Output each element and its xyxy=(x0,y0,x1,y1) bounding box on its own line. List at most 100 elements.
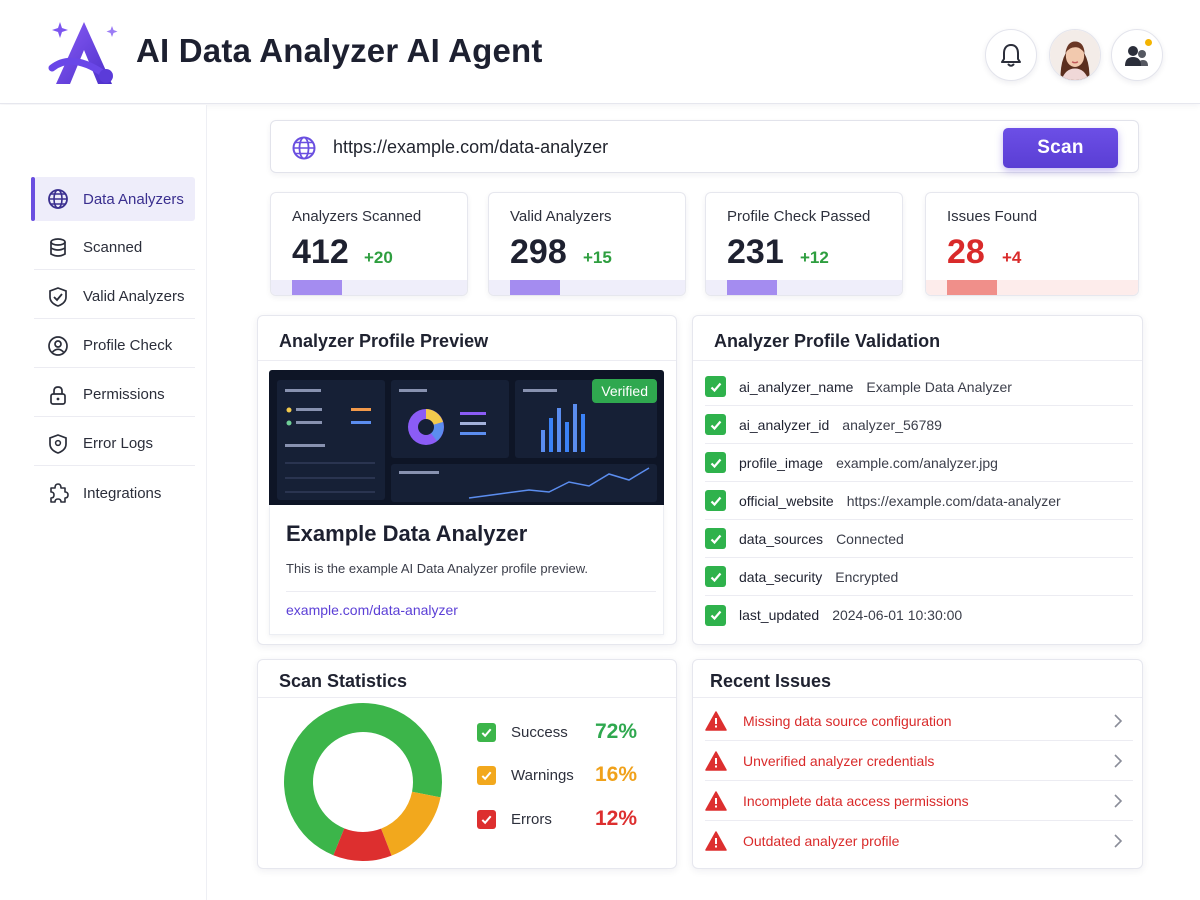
sidebar-item-profile-check[interactable]: Profile Check xyxy=(34,324,195,368)
check-icon xyxy=(705,376,726,397)
check-icon xyxy=(477,765,496,785)
sidebar-item-error-logs[interactable]: Error Logs xyxy=(34,422,195,466)
issue-item[interactable]: Incomplete data access permissions xyxy=(705,781,1133,821)
donut-slice-errors xyxy=(333,828,392,861)
sidebar-item-label: Permissions xyxy=(83,386,165,403)
panel-title: Analyzer Profile Preview xyxy=(279,331,489,351)
agent-icon xyxy=(1125,46,1148,66)
analyzer-name: Example Data Analyzer xyxy=(286,521,528,546)
panel-title: Analyzer Profile Validation xyxy=(714,331,941,351)
chevron-right-icon[interactable] xyxy=(1113,834,1123,848)
field-key: official_website xyxy=(739,492,834,509)
warning-icon xyxy=(705,710,727,731)
stat-delta: +4 xyxy=(1002,248,1022,267)
panel-title: Scan Statistics xyxy=(279,671,408,691)
globe-icon xyxy=(47,188,69,210)
sidebar-item-scanned[interactable]: Scanned xyxy=(34,226,195,270)
dashboard-thumbnail-graphic xyxy=(277,380,657,502)
dashboard-thumbnail: Verified xyxy=(269,370,664,505)
validation-row: profile_image example.com/analyzer.jpg xyxy=(705,444,1133,482)
check-icon xyxy=(477,722,496,742)
chevron-right-icon[interactable] xyxy=(1113,713,1123,728)
url-bar: Scan xyxy=(270,120,1139,173)
chevron-right-icon[interactable] xyxy=(1113,753,1123,768)
issue-item[interactable]: Outdated analyzer profile xyxy=(705,821,1133,861)
field-value: Example Data Analyzer xyxy=(866,378,1012,395)
warning-icon xyxy=(705,750,727,771)
donut-slice-success xyxy=(284,703,442,856)
globe-icon xyxy=(292,136,316,160)
field-value: analyzer_56789 xyxy=(842,416,942,433)
sidebar-item-permissions[interactable]: Permissions xyxy=(34,373,195,417)
sidebar-item-label: Error Logs xyxy=(83,435,154,452)
database-icon xyxy=(47,237,69,259)
sidebar-item-valid-analyzers[interactable]: Valid Analyzers xyxy=(34,275,195,319)
stat-delta: +15 xyxy=(583,248,612,267)
stat-bar-fill xyxy=(727,280,777,295)
stat-value: 231 xyxy=(727,233,784,271)
user-avatar[interactable] xyxy=(1049,29,1101,81)
stat-value: 298 xyxy=(510,233,567,271)
field-key: data_security xyxy=(739,568,823,585)
legend-label: Warnings xyxy=(511,766,574,784)
scan-button[interactable]: Scan xyxy=(1003,128,1118,168)
validation-row: ai_analyzer_name Example Data Analyzer xyxy=(705,368,1133,406)
warning-icon xyxy=(705,790,727,811)
issue-item[interactable]: Missing data source configuration xyxy=(705,701,1133,741)
stat-label: Profile Check Passed xyxy=(727,208,871,225)
chevron-right-icon[interactable] xyxy=(1113,793,1123,808)
sidebar-item-data-analyzers[interactable]: Data Analyzers xyxy=(31,177,195,221)
field-value: https://example.com/data-analyzer xyxy=(846,492,1061,509)
stat-bar-fill xyxy=(947,280,997,295)
sidebar-item-label: Valid Analyzers xyxy=(83,288,185,305)
stat-label: Issues Found xyxy=(947,208,1038,225)
issue-text: Unverified analyzer credentials xyxy=(743,752,935,769)
check-icon xyxy=(705,490,726,511)
analyzer-link[interactable]: example.com/data-analyzer xyxy=(286,602,458,618)
verified-badge: Verified xyxy=(592,379,657,403)
divider xyxy=(286,591,656,592)
sidebar-item-label: Data Analyzers xyxy=(83,190,184,208)
user-circle-icon xyxy=(47,335,69,357)
stat-value: 28 xyxy=(947,233,985,271)
donut-slice-warnings xyxy=(381,791,441,856)
stat-delta: +20 xyxy=(364,248,393,267)
stat-bar-fill xyxy=(292,280,342,295)
profile-validation-panel: Analyzer Profile Validation ai_analyzer_… xyxy=(692,315,1143,645)
field-value: example.com/analyzer.jpg xyxy=(836,454,998,471)
analyzer-description: This is the example AI Data Analyzer pro… xyxy=(286,561,589,576)
legend-item-warnings: Warnings 16% xyxy=(477,763,637,787)
recent-issues-panel: Recent Issues Missing data source config… xyxy=(692,659,1143,869)
validation-row: data_security Encrypted xyxy=(705,558,1133,596)
validation-row: data_sources Connected xyxy=(705,520,1133,558)
app-title: AI Data Analyzer AI Agent xyxy=(136,32,543,69)
stat-bar xyxy=(706,280,902,295)
field-key: data_sources xyxy=(739,530,824,547)
sidebar-item-label: Integrations xyxy=(83,484,162,502)
agent-status-button[interactable] xyxy=(1111,29,1163,81)
legend-item-success: Success 72% xyxy=(477,720,637,744)
avatar-image xyxy=(1050,30,1100,80)
field-value: 2024-06-01 10:30:00 xyxy=(832,607,963,623)
check-icon xyxy=(705,604,726,626)
issue-text: Missing data source configuration xyxy=(743,712,952,729)
divider xyxy=(258,697,676,698)
stat-bar-fill xyxy=(510,280,560,295)
preview-card-body: Example Data Analyzer This is the exampl… xyxy=(269,505,664,635)
issue-item[interactable]: Unverified analyzer credentials xyxy=(705,741,1133,781)
field-value: Connected xyxy=(836,530,904,547)
scan-statistics-panel: Scan Statistics Success 72% Warnings 16%… xyxy=(257,659,677,869)
sidebar-item-integrations[interactable]: Integrations xyxy=(34,471,195,515)
url-input[interactable] xyxy=(333,133,973,161)
field-key: last_updated xyxy=(739,607,820,623)
legend-label: Errors xyxy=(511,810,552,828)
sidebar: Data Analyzers Scanned Valid Analyzers P… xyxy=(0,105,207,900)
stat-bar xyxy=(489,280,685,295)
scan-donut-chart xyxy=(284,703,442,861)
profile-preview-panel: Analyzer Profile Preview xyxy=(257,315,677,645)
sidebar-item-label: Profile Check xyxy=(83,337,173,354)
notifications-button[interactable] xyxy=(985,29,1037,81)
check-icon xyxy=(477,809,496,829)
stat-card-profile-check-passed: Profile Check Passed 231 +12 xyxy=(705,192,903,296)
validation-row: official_website https://example.com/data… xyxy=(705,482,1133,520)
